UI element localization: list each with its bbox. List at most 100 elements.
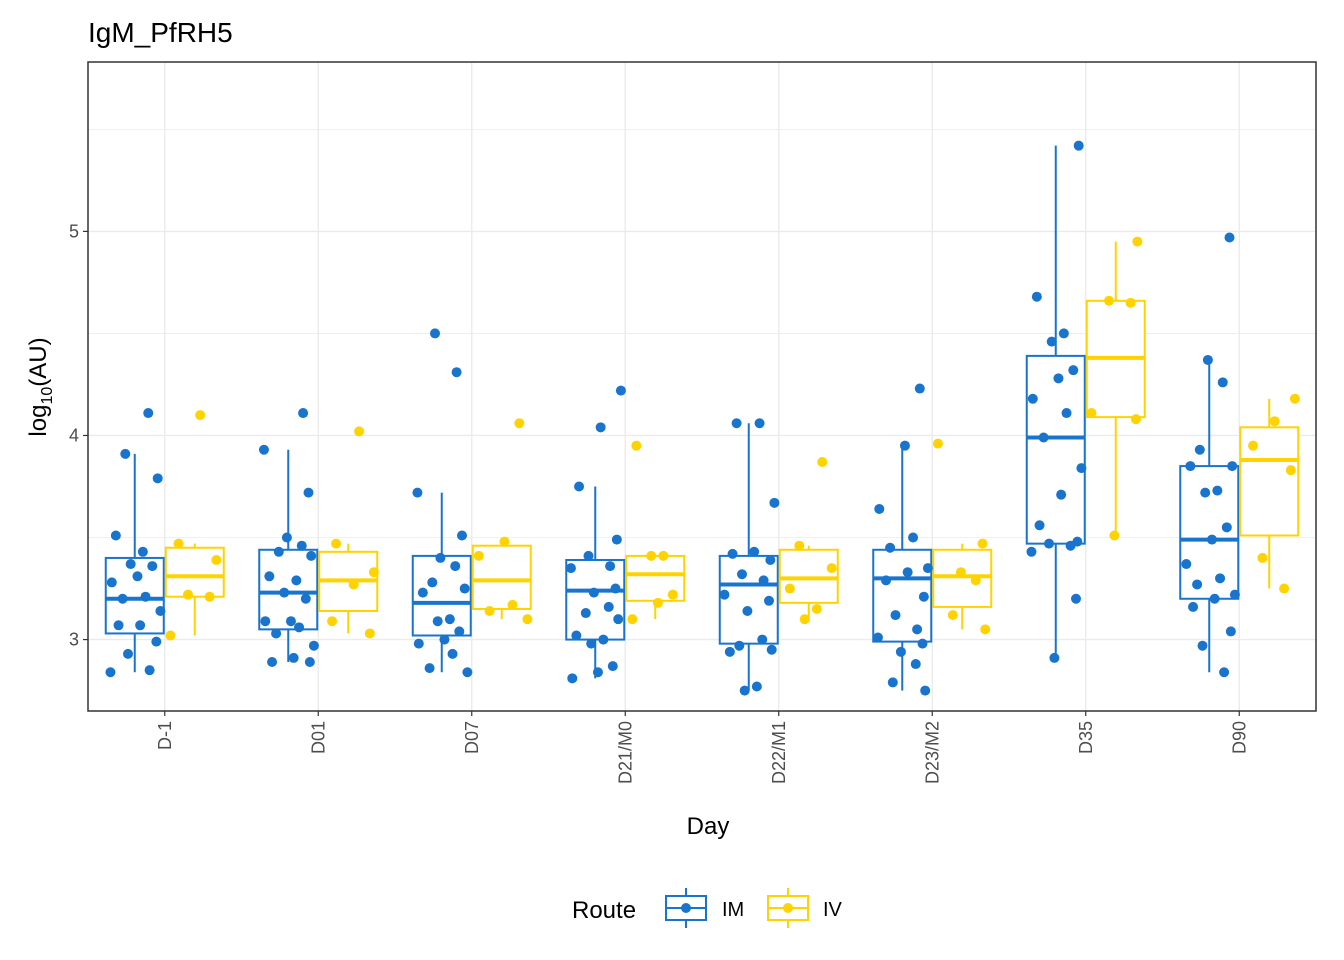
data-point-IM	[765, 554, 776, 565]
x-tick-label: D35	[1076, 721, 1096, 754]
chart-title: IgM_PfRH5	[88, 17, 233, 48]
data-point-IM	[1224, 232, 1235, 243]
data-point-IM	[611, 534, 622, 545]
data-point-IM	[603, 601, 614, 612]
data-point-IM	[279, 587, 290, 598]
data-point-IV	[514, 418, 525, 429]
box-IM	[1025, 145, 1086, 658]
data-point-IM	[144, 665, 155, 676]
data-point-IM	[1212, 485, 1223, 496]
data-point-IM	[304, 657, 315, 668]
data-point-IM	[117, 593, 128, 604]
data-point-IV	[499, 536, 510, 547]
data-point-IV	[970, 575, 981, 586]
x-tick-label: D07	[462, 721, 482, 754]
data-point-IM	[899, 440, 910, 451]
data-point-IM	[110, 530, 121, 541]
data-point-IM	[737, 569, 747, 580]
data-point-IV	[794, 540, 805, 551]
data-point-IM	[908, 532, 919, 543]
data-point-IM	[271, 628, 282, 639]
data-point-IM	[734, 640, 745, 651]
x-axis-title: Day	[687, 813, 730, 840]
data-point-IM	[264, 571, 275, 582]
data-point-IM	[583, 550, 594, 561]
series-IM	[104, 145, 1240, 691]
data-point-IM	[412, 487, 423, 498]
box-IM	[1179, 359, 1240, 673]
data-point-IM	[125, 559, 136, 570]
series-IV	[164, 241, 1300, 636]
data-point-IV	[204, 591, 215, 602]
data-point-IM	[1219, 667, 1230, 678]
data-point-IM	[1215, 573, 1226, 584]
data-point-IV	[799, 614, 810, 625]
data-point-IM	[444, 614, 455, 625]
legend-key-IV: IV	[767, 888, 843, 928]
y-axis-title-subscript: 10	[39, 387, 56, 405]
data-point-IM	[1206, 534, 1217, 545]
data-point-IM	[757, 634, 768, 645]
data-point-IM	[754, 418, 765, 429]
data-point-IM	[417, 587, 428, 598]
data-point-IV	[1132, 236, 1143, 247]
data-point-IV	[1279, 583, 1290, 594]
data-point-IM	[413, 638, 424, 649]
data-point-IV	[1257, 552, 1268, 563]
data-point-IM	[885, 542, 896, 553]
data-point-IV	[327, 616, 338, 627]
data-point-IM	[303, 487, 314, 498]
data-point-IM	[739, 685, 750, 696]
data-point-IV	[1248, 440, 1259, 451]
box-body	[565, 558, 626, 641]
data-point-IV	[652, 597, 663, 608]
data-point-IM	[917, 638, 928, 649]
data-point-IV	[1269, 416, 1280, 427]
box-IM	[258, 449, 319, 663]
data-point-IM	[105, 667, 116, 678]
box-body	[258, 548, 319, 631]
data-point-IM	[281, 532, 292, 543]
data-point-IM	[887, 677, 898, 688]
box-body	[164, 546, 225, 598]
data-point-IM	[1046, 336, 1057, 347]
data-point-IM	[1229, 589, 1240, 600]
data-point-IV	[1104, 295, 1114, 306]
data-point-IM	[152, 473, 163, 484]
data-point-IV	[473, 550, 484, 561]
data-point-IV	[348, 579, 359, 590]
data-point-IM	[731, 418, 742, 429]
data-point-IM	[1197, 640, 1208, 651]
data-point-IV	[784, 583, 795, 594]
legend-label-IV: IV	[823, 899, 843, 921]
data-point-IV	[195, 410, 206, 421]
box-body	[1179, 465, 1240, 600]
y-tick-label: 4	[69, 425, 79, 445]
data-point-IM	[447, 648, 458, 659]
boxes	[104, 145, 1300, 691]
data-point-IM	[1227, 461, 1238, 472]
data-point-IV	[932, 438, 943, 449]
data-point-IV	[331, 538, 342, 549]
data-point-IM	[1056, 489, 1067, 500]
data-point-IM	[450, 561, 461, 572]
data-point-IM	[291, 575, 302, 586]
data-point-IM	[123, 648, 133, 659]
data-point-IM	[454, 626, 465, 637]
box-IV	[625, 554, 686, 620]
points-IM	[105, 140, 1240, 696]
x-tick-label: D90	[1229, 721, 1249, 754]
data-point-IV	[980, 624, 991, 635]
data-point-IM	[430, 328, 440, 339]
data-point-IV	[354, 426, 365, 437]
data-point-IM	[918, 591, 929, 602]
data-point-IM	[1076, 463, 1087, 474]
data-point-IM	[288, 652, 299, 663]
data-point-IM	[155, 605, 166, 616]
data-point-IM	[920, 685, 931, 696]
data-point-IM	[113, 620, 124, 631]
box-IV	[318, 543, 379, 634]
data-point-IV	[507, 599, 518, 610]
data-point-IM	[260, 616, 271, 627]
data-point-IM	[1200, 487, 1211, 498]
